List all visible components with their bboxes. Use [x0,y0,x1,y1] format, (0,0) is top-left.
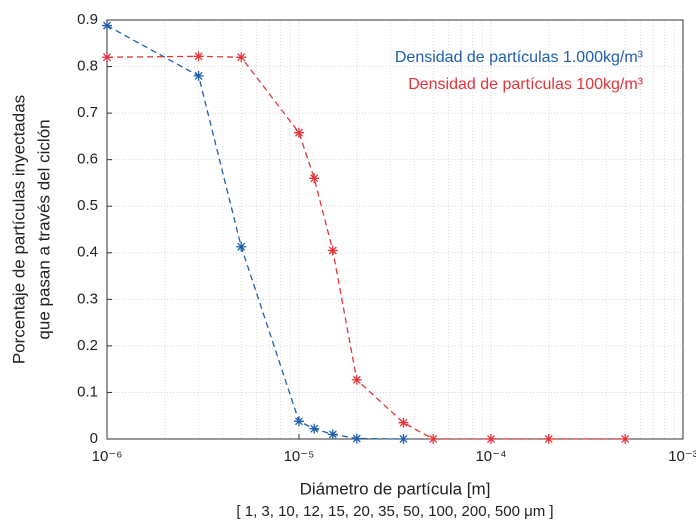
y-tick-label: 0.2 [77,337,98,354]
x-tick-label: 10⁻³ [668,448,696,465]
data-marker [193,70,204,81]
legend-entry: Densidad de partículas 100kg/m³ [408,76,643,93]
data-marker [620,434,631,444]
y-tick-label: 0.7 [77,104,98,121]
data-marker [351,374,362,385]
y-tick-label: 0.5 [77,197,98,214]
x-axis-label: Diámetro de partícula [m] [300,479,491,498]
data-marker [543,434,554,444]
y-tick-label: 0 [90,430,98,447]
y-tick-label: 0.6 [77,151,98,168]
y-axis-label: Porcentaje de partículas inyectadas [9,95,28,364]
data-marker [327,429,338,440]
data-marker [351,433,362,444]
data-marker [309,423,320,434]
data-marker [236,241,247,252]
legend-entry: Densidad de partículas 1.000kg/m³ [395,49,644,66]
y-tick-label: 0.4 [77,244,98,261]
data-marker [486,434,496,444]
y-tick-label: 0.1 [77,383,98,400]
x-note: [ 1, 3, 10, 12, 15, 20, 35, 50, 100, 200… [236,503,553,520]
data-marker [236,52,247,63]
y-tick-label: 0.9 [77,11,98,28]
x-tick-label: 10⁻⁵ [284,448,315,465]
data-marker [398,417,409,428]
data-marker [294,416,304,427]
data-marker [102,52,112,63]
data-marker [193,51,204,62]
x-tick-label: 10⁻⁶ [92,448,123,465]
data-marker [294,127,304,138]
data-marker [428,434,439,444]
data-marker [102,20,112,31]
data-marker [327,245,338,256]
y-tick-label: 0.3 [77,290,98,307]
x-tick-label: 10⁻⁴ [475,448,506,465]
data-marker [309,173,320,184]
series-line [106,25,404,440]
y-axis-label: que pasan a través del ciclón [34,119,53,339]
y-tick-label: 0.8 [77,58,98,75]
data-marker [398,434,409,444]
